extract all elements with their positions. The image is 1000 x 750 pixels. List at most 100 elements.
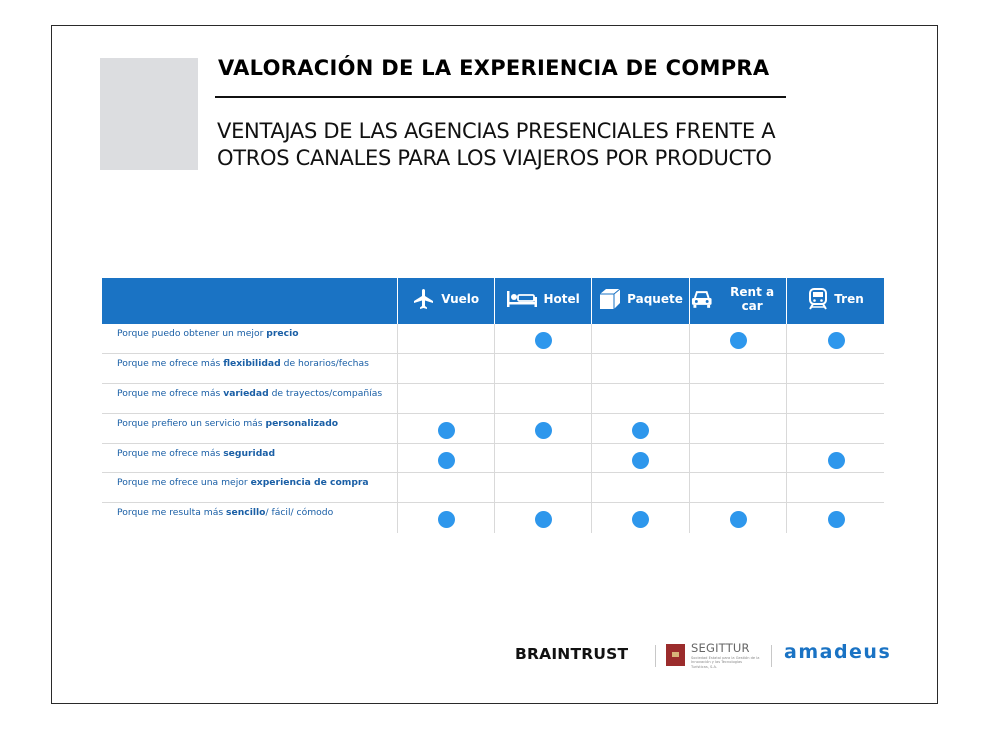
row-label-cell: Porque me ofrece una mejor experiencia d… — [102, 472, 398, 504]
header-empty-cell — [102, 278, 398, 324]
cell-vuelo — [396, 353, 495, 385]
row-label-text: / fácil/ cómodo — [265, 507, 334, 519]
segittur-emblem-icon — [666, 644, 685, 666]
logo-separator — [771, 645, 772, 667]
row-label-keyword: sencillo — [226, 507, 266, 519]
row-label: Porque me resulta más sencillo/ fácil/ c… — [102, 503, 397, 519]
column-label: Vuelo — [441, 292, 480, 306]
cell-paquete — [591, 472, 690, 504]
logo-separator — [655, 645, 656, 667]
row-label-text: de horarios/fechas — [280, 358, 369, 370]
column-label: Paquete — [627, 292, 683, 306]
advantages-table: Vuelo Hotel — [102, 278, 884, 533]
table-row: Porque me ofrece una mejor experiencia d… — [102, 472, 884, 504]
column-header-paquete: Paquete — [591, 278, 690, 324]
row-label-cell: Porque prefiero un servicio más personal… — [102, 413, 398, 444]
row-label: Porque prefiero un servicio más personal… — [102, 414, 397, 430]
check-dot-icon — [437, 421, 455, 439]
check-dot-icon — [827, 332, 845, 349]
segittur-logo: SEGITTUR — [691, 641, 750, 655]
row-label-text: Porque prefiero un servicio más — [117, 417, 266, 429]
cell-hotel — [493, 324, 592, 355]
row-label: Porque me ofrece más flexibilidad de hor… — [102, 354, 397, 370]
row-label: Porque me ofrece una mejor experiencia d… — [102, 473, 397, 489]
row-label-keyword: experiencia de compra — [250, 477, 369, 489]
row-label: Porque puedo obtener un mejor precio — [102, 324, 397, 340]
row-label-text: Porque me ofrece más — [117, 388, 224, 400]
cell-paquete — [591, 502, 690, 533]
check-dot-icon — [729, 511, 747, 529]
subtitle-line-1: VENTAJAS DE LAS AGENCIAS PRESENCIALES FR… — [217, 119, 776, 143]
cell-tren — [786, 443, 884, 474]
cell-hotel — [493, 413, 592, 444]
check-dot-icon — [535, 421, 553, 439]
row-label-cell: Porque puedo obtener un mejor precio — [102, 324, 398, 355]
column-header-vuelo: Vuelo — [396, 278, 495, 324]
column-header-hotel: Hotel — [493, 278, 592, 324]
row-label-keyword: precio — [266, 328, 299, 339]
cell-rent-a-car — [688, 502, 787, 533]
cell-tren — [786, 324, 884, 355]
car-icon — [691, 291, 712, 308]
check-dot-icon — [632, 511, 650, 529]
airplane-icon — [414, 289, 434, 309]
cell-paquete — [591, 383, 690, 414]
title-divider — [215, 96, 786, 98]
cell-vuelo — [396, 383, 495, 414]
cell-paquete — [591, 353, 690, 385]
cell-hotel — [493, 472, 592, 504]
check-dot-icon — [729, 332, 747, 349]
row-label-text: Porque puedo obtener un mejor — [117, 328, 267, 339]
row-label-text: de trayectos/compañías — [268, 388, 383, 400]
table-row: Porque me resulta más sencillo/ fácil/ c… — [102, 502, 884, 533]
column-label: Hotel — [543, 292, 580, 306]
cell-rent-a-car — [688, 472, 787, 504]
cell-rent-a-car — [688, 413, 787, 444]
cell-tren — [786, 353, 884, 385]
row-label-cell: Porque me resulta más sencillo/ fácil/ c… — [102, 503, 397, 533]
slide-subtitle: VENTAJAS DE LAS AGENCIAS PRESENCIALES FR… — [217, 118, 917, 172]
table-header-row: Vuelo Hotel — [102, 278, 884, 324]
cell-paquete — [591, 413, 690, 444]
slide: VALORACIÓN DE LA EXPERIENCIA DE COMPRA V… — [51, 25, 938, 704]
cell-paquete — [591, 443, 690, 474]
subtitle-line-2: OTROS CANALES PARA LOS VIAJEROS POR PROD… — [217, 146, 772, 170]
slide-title: VALORACIÓN DE LA EXPERIENCIA DE COMPRA — [218, 56, 770, 80]
cell-tren — [786, 383, 884, 414]
check-dot-icon — [535, 332, 553, 349]
cell-hotel — [493, 353, 592, 385]
cell-vuelo — [396, 324, 495, 355]
column-header-tren: Tren — [786, 278, 884, 324]
row-label-text: Porque me ofrece más — [117, 447, 224, 459]
table-row: Porque puedo obtener un mejor precio — [102, 324, 884, 355]
cell-tren — [786, 472, 884, 504]
row-label-cell: Porque me ofrece más seguridad — [102, 443, 398, 474]
check-dot-icon — [535, 511, 553, 529]
cell-rent-a-car — [688, 324, 787, 355]
cell-vuelo — [396, 502, 495, 533]
row-label-keyword: personalizado — [265, 417, 339, 429]
row-label-text: Porque me ofrece más — [117, 358, 224, 370]
cell-hotel — [493, 383, 592, 414]
check-dot-icon — [437, 511, 455, 529]
cell-tren — [786, 413, 884, 444]
braintrust-logo: BRAINTRUST — [515, 645, 629, 663]
segittur-tagline: Sociedad Estatal para la Gestión de la I… — [691, 656, 760, 669]
check-dot-icon — [437, 451, 455, 469]
check-dot-icon — [827, 451, 845, 469]
cell-hotel — [493, 502, 592, 533]
cell-vuelo — [396, 413, 495, 444]
column-label: Rent a car — [730, 285, 775, 313]
column-header-rent-a-car: Rent a car — [688, 278, 787, 324]
grey-placeholder-box — [100, 58, 198, 170]
cell-rent-a-car — [688, 353, 787, 385]
row-label-keyword: seguridad — [223, 447, 276, 459]
train-icon — [809, 288, 828, 310]
row-label-cell: Porque me ofrece más variedad de trayect… — [102, 383, 398, 414]
cell-vuelo — [396, 443, 495, 474]
table-row: Porque me ofrece más seguridad — [102, 443, 884, 474]
bed-icon — [507, 291, 538, 307]
cell-tren — [786, 502, 884, 533]
amadeus-logo: amadeus — [784, 641, 892, 663]
row-label-text: Porque me resulta más — [117, 507, 227, 519]
